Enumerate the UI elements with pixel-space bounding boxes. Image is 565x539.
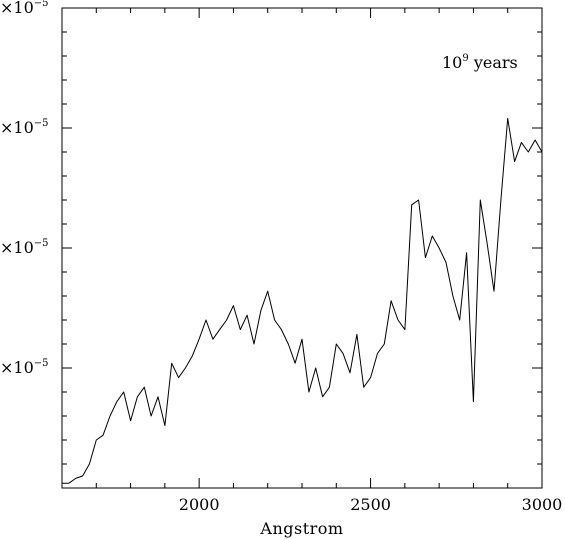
series-line [62, 117, 543, 484]
annotation-base: 10 [442, 53, 462, 72]
plot-frame [61, 7, 543, 489]
age-annotation: 109 years [442, 53, 518, 72]
labels: 2000 2500 3000 ×10−5 ×10−5 ×10−5 ×10−5 [0, 0, 562, 514]
annotation-rest: years [469, 53, 518, 72]
y-tick-label: ×10−5 [0, 0, 49, 17]
x-axis-label: Angstrom [259, 519, 343, 538]
annotation-superscript: 9 [462, 53, 468, 64]
x-tick-label: 3000 [522, 495, 563, 514]
y-tick-label: ×10−5 [0, 238, 49, 257]
x-tick-label: 2000 [179, 495, 220, 514]
ticks [61, 7, 543, 489]
series-layer [62, 117, 543, 484]
x-tick-label: 2500 [350, 495, 391, 514]
y-tick-label: ×10−5 [0, 358, 49, 377]
y-tick-label: ×10−5 [0, 118, 49, 137]
